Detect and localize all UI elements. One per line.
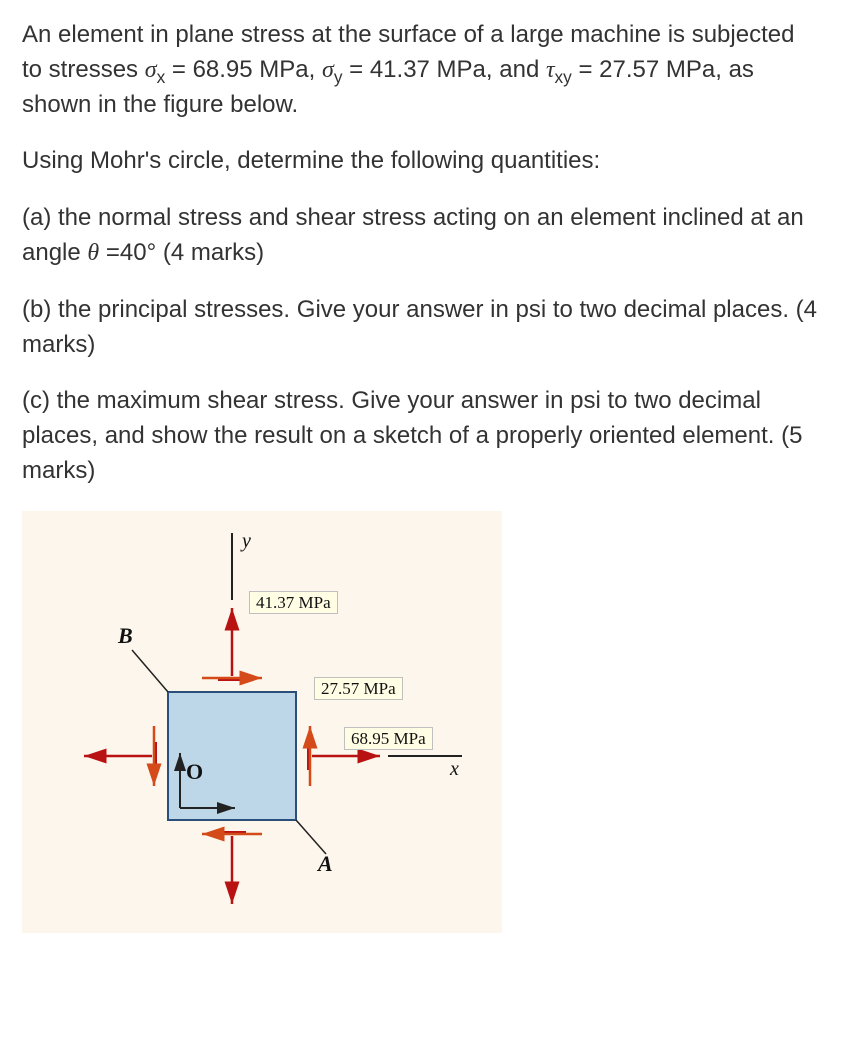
origin-o-label: O xyxy=(186,761,203,783)
tau-label-box: 27.57 MPa xyxy=(314,677,403,700)
mohr-paragraph: Using Mohr's circle, determine the follo… xyxy=(22,144,821,179)
sigma-x-label-box: 68.95 MPa xyxy=(344,727,433,750)
part-a-paragraph: (a) the normal stress and shear stress a… xyxy=(22,201,821,271)
eq2: = xyxy=(342,56,369,83)
y-axis-label: y xyxy=(242,531,251,551)
page: An element in plane stress at the surfac… xyxy=(0,0,843,955)
comma1: , xyxy=(309,56,322,83)
x-axis-label: x xyxy=(450,759,459,779)
point-b-label: B xyxy=(118,625,133,647)
sigma-y-value: 41.37 MPa xyxy=(370,56,486,83)
point-a-label: A xyxy=(318,853,333,875)
part-c-paragraph: (c) the maximum shear stress. Give your … xyxy=(22,384,821,488)
eq3: = xyxy=(572,56,599,83)
intro-paragraph: An element in plane stress at the surfac… xyxy=(22,18,821,122)
sigma-x-sub: x xyxy=(157,67,166,87)
theta-symbol: θ xyxy=(87,240,99,266)
part-a-post: =40° (4 marks) xyxy=(99,239,264,266)
eq1: = xyxy=(165,56,192,83)
stress-element-figure: y 41.37 MPa B 27.57 MPa 68.95 MPa x O A xyxy=(22,511,502,933)
sigma-x-symbol: σ xyxy=(145,57,157,83)
tau-symbol: τ xyxy=(546,57,555,83)
part-b-paragraph: (b) the principal stresses. Give your an… xyxy=(22,293,821,363)
figure-svg xyxy=(22,511,502,933)
sigma-y-symbol: σ xyxy=(322,57,334,83)
comma2: , and xyxy=(486,56,546,83)
sigma-x-value: 68.95 MPa xyxy=(193,56,309,83)
tau-sub: xy xyxy=(555,67,572,87)
sigma-y-label-box: 41.37 MPa xyxy=(249,591,338,614)
